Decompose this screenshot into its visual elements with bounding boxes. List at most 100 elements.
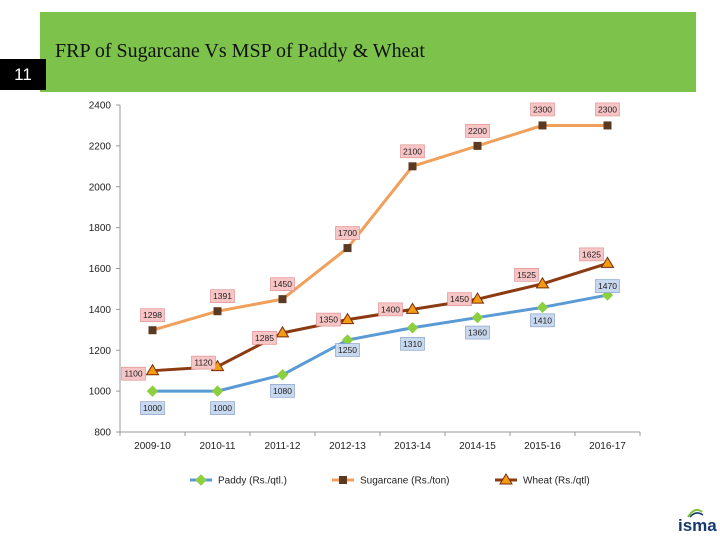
- legend-label: Wheat (Rs./qtl): [523, 476, 590, 487]
- legend-swatch-marker: [499, 473, 513, 485]
- data-label-box: [595, 102, 620, 117]
- data-point: [278, 295, 287, 304]
- data-label: 1080: [273, 386, 292, 396]
- x-tick-label: 2016-17: [589, 441, 626, 452]
- data-point: [471, 311, 484, 324]
- data-point: [406, 322, 419, 334]
- data-label-box: [270, 383, 295, 398]
- data-label-box: [595, 279, 620, 293]
- logo-leaf-icon: [687, 508, 704, 518]
- y-tick-label: 1600: [89, 264, 112, 275]
- data-label-box: [335, 226, 360, 240]
- data-point: [538, 121, 547, 130]
- slide-number: 11: [0, 59, 46, 90]
- legend-swatch-marker: [339, 476, 347, 484]
- data-label-box: [140, 401, 165, 415]
- data-point: [536, 301, 549, 314]
- data-point: [343, 244, 352, 253]
- data-label-box: [465, 124, 490, 138]
- data-point: [148, 326, 157, 335]
- y-tick-label: 2200: [89, 141, 112, 152]
- data-label: 1120: [194, 358, 213, 368]
- data-label: 1470: [598, 281, 617, 291]
- data-label-box: [530, 102, 555, 117]
- legend-label: Sugarcane (Rs./ton): [360, 476, 450, 487]
- data-point: [408, 162, 417, 171]
- data-label-box: [270, 277, 295, 291]
- data-label: 1000: [213, 403, 232, 413]
- data-point: [276, 369, 289, 381]
- x-tick-label: 2013-14: [394, 441, 431, 452]
- data-label-box: [210, 289, 235, 304]
- data-label-box: [514, 268, 539, 282]
- x-tick-label: 2011-12: [265, 441, 301, 452]
- isma-logo: isma: [672, 508, 718, 538]
- data-point: [145, 363, 160, 376]
- data-label-box: [447, 292, 472, 306]
- logo-text: isma: [678, 516, 717, 535]
- data-label-box: [316, 312, 341, 327]
- data-point: [473, 141, 482, 150]
- y-tick-label: 2400: [89, 101, 112, 112]
- data-label: 2100: [403, 146, 422, 156]
- data-point: [275, 325, 290, 338]
- data-label: 1400: [381, 304, 400, 314]
- data-label: 1525: [517, 270, 536, 280]
- data-label: 2300: [598, 104, 617, 114]
- data-label: 1625: [582, 249, 601, 259]
- y-tick-label: 1000: [89, 387, 112, 398]
- data-label-box: [378, 302, 403, 317]
- x-tick-label: 2012-13: [329, 441, 366, 452]
- data-point: [470, 292, 485, 304]
- y-tick-label: 800: [94, 428, 111, 439]
- data-label: 1450: [450, 294, 469, 304]
- data-label: 1250: [338, 345, 357, 355]
- data-label: 1700: [338, 228, 357, 238]
- data-label-box: [465, 325, 490, 340]
- data-label-box: [400, 144, 425, 159]
- data-label-box: [335, 343, 360, 357]
- y-tick-label: 1400: [89, 305, 112, 316]
- series-line: [152, 293, 608, 393]
- data-point: [211, 385, 224, 397]
- data-label: 1310: [403, 339, 422, 349]
- x-tick-label: 2009-10: [134, 441, 171, 452]
- data-label: 2300: [533, 104, 552, 114]
- data-point: [405, 302, 420, 314]
- data-label: 1360: [468, 328, 487, 338]
- data-label: 1350: [319, 315, 338, 325]
- data-point: [146, 385, 159, 397]
- data-label-box: [210, 401, 235, 415]
- y-tick-label: 2000: [89, 182, 112, 193]
- data-label: 1410: [533, 315, 552, 325]
- data-point: [603, 121, 612, 130]
- data-label-box: [252, 331, 277, 345]
- legend-label: Paddy (Rs./qtl.): [218, 476, 287, 487]
- x-tick-label: 2010-11: [200, 441, 236, 452]
- data-label: 1100: [124, 369, 143, 379]
- data-label: 1298: [143, 310, 162, 320]
- data-label-box: [140, 308, 165, 323]
- legend-swatch-marker: [195, 474, 207, 486]
- x-tick-label: 2015-16: [524, 441, 561, 452]
- page-title: FRP of Sugarcane Vs MSP of Paddy & Wheat: [55, 40, 425, 62]
- data-label: 2200: [468, 126, 487, 136]
- data-label: 1391: [213, 291, 232, 301]
- x-tick-label: 2014-15: [459, 441, 496, 452]
- y-tick-label: 1200: [89, 346, 112, 357]
- data-label: 1450: [273, 279, 292, 289]
- data-point: [213, 307, 222, 316]
- data-label: 1285: [255, 333, 274, 343]
- series-line: [152, 123, 608, 332]
- data-point: [600, 256, 615, 268]
- data-point: [535, 276, 550, 289]
- data-label-box: [579, 247, 604, 262]
- data-label-box: [400, 336, 425, 351]
- data-point: [340, 312, 355, 325]
- header-band: [40, 12, 696, 92]
- data-label-box: [121, 366, 146, 381]
- data-label-box: [191, 355, 216, 370]
- y-tick-label: 1800: [89, 223, 112, 234]
- data-label-box: [530, 313, 555, 328]
